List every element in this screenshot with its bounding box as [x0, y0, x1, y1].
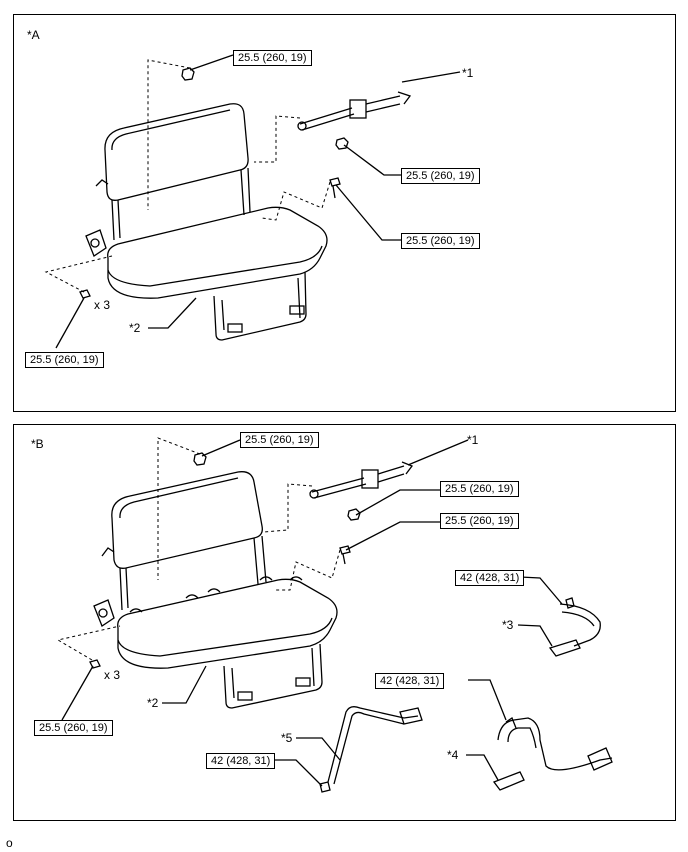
- panel-a-label: *A: [27, 28, 40, 42]
- panel-b-label: *B: [31, 437, 44, 451]
- footer-mark: o: [6, 836, 13, 850]
- torque-label-b-bottom: 25.5 (260, 19): [34, 720, 113, 736]
- torque-label-b-top: 25.5 (260, 19): [240, 432, 319, 448]
- torque-label-b-belt-upper: 25.5 (260, 19): [440, 481, 519, 497]
- callout-b-1: *1: [467, 433, 479, 447]
- belt-part-3: [548, 597, 601, 657]
- torque-label-b-belt-lower: 25.5 (260, 19): [440, 513, 519, 529]
- torque-label-a-top: 25.5 (260, 19): [233, 50, 312, 66]
- seat-b: [61, 439, 613, 793]
- bolt-a-side: [79, 289, 91, 299]
- seat-a: [55, 54, 461, 349]
- qty-label-b: x 3: [104, 668, 121, 682]
- nut-a-belt: [335, 137, 349, 150]
- belt-part-5: [319, 706, 423, 793]
- torque-label-a-bottom: 25.5 (260, 19): [25, 352, 104, 368]
- callout-a-1: *1: [462, 66, 474, 80]
- panel-b: [13, 424, 676, 821]
- qty-label-a: x 3: [94, 298, 111, 312]
- torque-label-a-belt-upper: 25.5 (260, 19): [401, 168, 480, 184]
- callout-b-5: *5: [281, 731, 293, 745]
- callout-b-2: *2: [147, 696, 159, 710]
- torque-label-a-belt-lower: 25.5 (260, 19): [401, 233, 480, 249]
- torque-label-b-part-3: 42 (428, 31): [455, 570, 525, 586]
- bolt-a-belt: [329, 177, 341, 199]
- torque-label-b-part-4: 42 (428, 31): [375, 673, 445, 689]
- panel-a: [13, 14, 676, 412]
- belt-part-4: [492, 717, 613, 791]
- callout-b-4: *4: [447, 748, 459, 762]
- callout-b-3: *3: [502, 618, 514, 632]
- callout-a-2: *2: [129, 321, 141, 335]
- torque-label-b-part-5: 42 (428, 31): [206, 753, 276, 769]
